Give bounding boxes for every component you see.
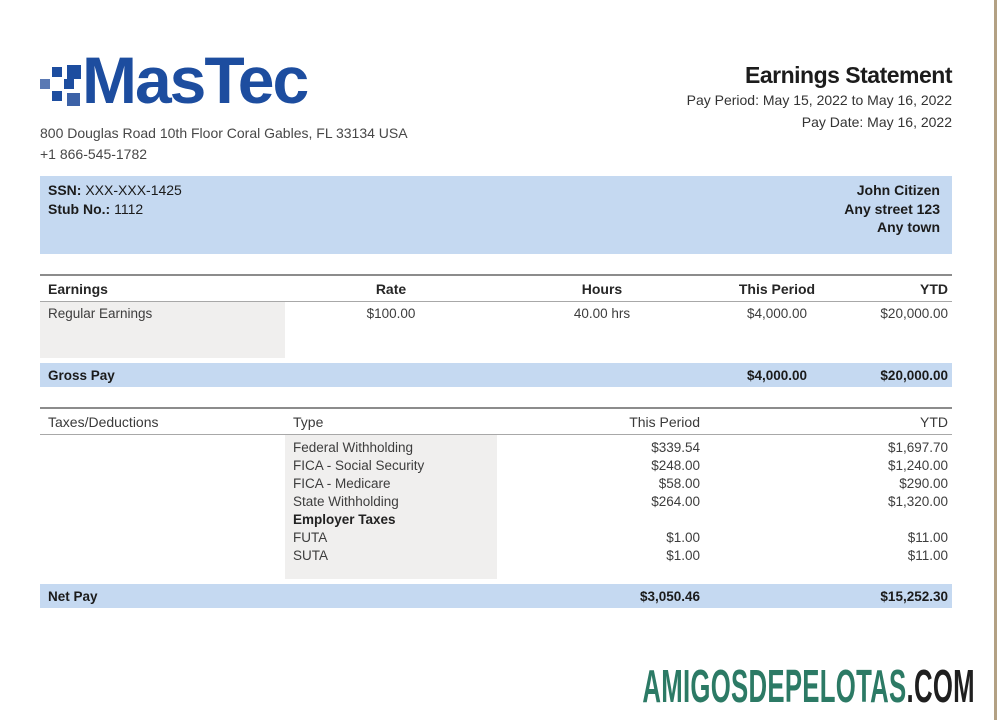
earning-this-period: $4,000.00 bbox=[746, 306, 808, 321]
document-header: MasTec 800 Douglas Road 10th Floor Coral… bbox=[40, 43, 953, 165]
scan-edge-line bbox=[994, 0, 997, 720]
taxes-deductions-header: Taxes/Deductions bbox=[48, 413, 159, 430]
earnings-table: Earnings Rate Hours This Period YTD Regu… bbox=[40, 274, 952, 387]
ssn-label: SSN: bbox=[48, 182, 82, 198]
deduction-ytd: $290.00 bbox=[899, 476, 948, 491]
deduction-type: FUTA bbox=[285, 529, 497, 547]
employer-taxes-section-row: Employer Taxes bbox=[40, 511, 952, 529]
deduction-type: Employer Taxes bbox=[285, 511, 497, 529]
deduction-ytd: $1,320.00 bbox=[887, 494, 948, 509]
this-period-header: This Period bbox=[738, 280, 816, 297]
deduction-ytd: $1,240.00 bbox=[887, 458, 948, 473]
deduction-this-period: $1.00 bbox=[666, 530, 700, 545]
deduction-this-period: $339.54 bbox=[651, 440, 700, 455]
type-header: Type bbox=[293, 413, 324, 430]
stub-number-value: 1112 bbox=[114, 200, 144, 217]
deduction-this-period: $248.00 bbox=[651, 458, 700, 473]
gross-pay-this-period: $4,000.00 bbox=[746, 367, 808, 383]
watermark: AMIGOSDEPELOTAS.COM bbox=[642, 663, 975, 709]
deduction-ytd: $11.00 bbox=[907, 548, 948, 563]
deduction-ytd: $11.00 bbox=[907, 530, 948, 545]
earnings-header-row: Earnings Rate Hours This Period YTD bbox=[40, 276, 952, 302]
ssn-value: XXX-XXX-1425 bbox=[85, 182, 182, 198]
rate-header: Rate bbox=[375, 280, 407, 297]
deduction-row: State Withholding $264.00 $1,320.00 bbox=[40, 493, 952, 511]
net-pay-row: Net Pay $3,050.46 $15,252.30 bbox=[40, 584, 952, 608]
deduction-row: FUTA $1.00 $11.00 bbox=[40, 529, 952, 547]
deduction-ytd: $1,697.70 bbox=[887, 440, 948, 455]
employee-banner: SSN: XXX-XXX-1425 Stub No.: 1112 John Ci… bbox=[40, 176, 952, 254]
deduction-this-period: $58.00 bbox=[658, 476, 700, 491]
pay-date-line: Pay Date: May 16, 2022 bbox=[687, 112, 952, 132]
stub-number-label: Stub No.: bbox=[48, 200, 111, 217]
earnings-header: Earnings bbox=[48, 280, 108, 297]
pay-period-label: Pay Period: bbox=[686, 92, 759, 108]
deduction-this-period: $264.00 bbox=[651, 494, 700, 509]
earning-name: Regular Earnings bbox=[40, 302, 285, 358]
net-pay-ytd: $15,252.30 bbox=[880, 588, 948, 604]
deductions-table: Taxes/Deductions Type This Period YTD Fe… bbox=[40, 407, 952, 608]
company-logo: MasTec bbox=[40, 43, 408, 117]
ssn-line: SSN: XXX-XXX-1425 bbox=[48, 181, 182, 200]
deduction-this-period bbox=[497, 511, 700, 529]
deduction-pad-row bbox=[40, 435, 952, 439]
deduction-type: FICA - Social Security bbox=[285, 457, 497, 475]
gross-pay-ytd: $20,000.00 bbox=[880, 367, 948, 383]
deduction-row: FICA - Medicare $58.00 $290.00 bbox=[40, 475, 952, 493]
company-phone: +1 866-545-1782 bbox=[40, 146, 148, 162]
gross-pay-row: Gross Pay $4,000.00 $20,000.00 bbox=[40, 363, 952, 387]
employee-address-line1: Any street 123 bbox=[844, 200, 940, 217]
earning-hours: 40.00 hrs bbox=[573, 306, 631, 321]
deduction-type: Federal Withholding bbox=[285, 439, 497, 457]
deduction-row: Federal Withholding $339.54 $1,697.70 bbox=[40, 439, 952, 457]
deduction-row: FICA - Social Security $248.00 $1,240.00 bbox=[40, 457, 952, 475]
pay-date-label: Pay Date: bbox=[801, 114, 864, 130]
deduction-pad-row bbox=[40, 565, 952, 579]
hours-header: Hours bbox=[581, 280, 623, 297]
pay-date-value: May 16, 2022 bbox=[867, 114, 952, 130]
deductions-header-row: Taxes/Deductions Type This Period YTD bbox=[40, 409, 952, 435]
mastec-plus-icon bbox=[40, 65, 81, 106]
company-address-line: 800 Douglas Road 10th Floor Coral Gables… bbox=[40, 125, 408, 141]
deduction-row: SUTA $1.00 $11.00 bbox=[40, 547, 952, 565]
watermark-site-name: AMIGOSDEPELOTAS bbox=[642, 660, 907, 712]
deduction-type: FICA - Medicare bbox=[285, 475, 497, 493]
company-name: MasTec bbox=[82, 43, 309, 117]
statement-meta: Earnings Statement Pay Period: May 15, 2… bbox=[687, 62, 953, 132]
employee-address-block: John Citizen Any street 123 Any town bbox=[844, 181, 940, 254]
net-pay-this-period: $3,050.46 bbox=[639, 588, 700, 604]
ytd-header: YTD bbox=[920, 280, 948, 297]
stub-line: Stub No.: 1112 bbox=[48, 200, 182, 219]
earnings-row: Regular Earnings $100.00 40.00 hrs $4,00… bbox=[40, 302, 952, 358]
gross-pay-label: Gross Pay bbox=[48, 367, 115, 383]
company-contact: 800 Douglas Road 10th Floor Coral Gables… bbox=[40, 123, 408, 165]
employee-name: John Citizen bbox=[856, 182, 940, 198]
deduction-type: State Withholding bbox=[285, 493, 497, 511]
deduction-ytd bbox=[700, 511, 952, 529]
deductions-this-period-header: This Period bbox=[629, 413, 700, 430]
deduction-this-period: $1.00 bbox=[666, 548, 700, 563]
company-block: MasTec 800 Douglas Road 10th Floor Coral… bbox=[40, 43, 408, 165]
earning-ytd: $20,000.00 bbox=[880, 306, 948, 321]
paystub-document: MasTec 800 Douglas Road 10th Floor Coral… bbox=[40, 43, 953, 608]
earning-rate: $100.00 bbox=[366, 306, 416, 321]
employee-address-line2: Any town bbox=[877, 219, 940, 235]
statement-title: Earnings Statement bbox=[745, 62, 953, 88]
deduction-type: SUTA bbox=[285, 547, 497, 565]
deductions-ytd-header: YTD bbox=[920, 413, 948, 430]
pay-period-value: May 15, 2022 to May 16, 2022 bbox=[762, 92, 952, 108]
employee-ids: SSN: XXX-XXX-1425 Stub No.: 1112 bbox=[48, 181, 182, 254]
pay-period-line: Pay Period: May 15, 2022 to May 16, 2022 bbox=[687, 90, 952, 110]
watermark-tld: .COM bbox=[906, 660, 975, 712]
net-pay-label: Net Pay bbox=[48, 588, 98, 604]
